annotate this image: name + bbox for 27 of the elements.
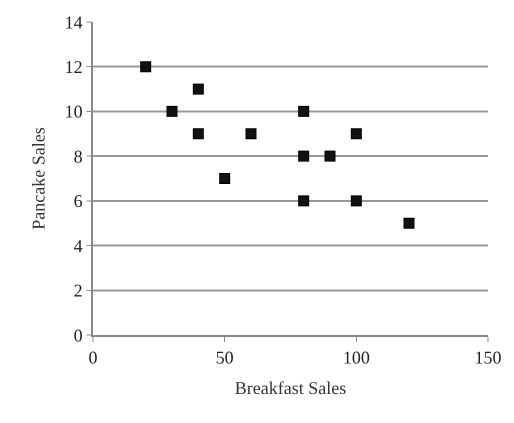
y-tick-label: 4 — [74, 236, 83, 256]
x-tick-label: 50 — [216, 347, 234, 368]
point — [166, 106, 178, 117]
point — [350, 128, 362, 140]
point — [219, 173, 230, 184]
point — [192, 84, 204, 95]
point — [298, 150, 310, 162]
y-tick-label: 0 — [74, 325, 83, 346]
x-tick-label: 150 — [474, 347, 502, 368]
point — [324, 150, 336, 162]
x-tick-label: 0 — [88, 347, 98, 368]
y-tick-label: 10 — [64, 102, 83, 122]
point — [298, 106, 310, 117]
point — [192, 128, 204, 140]
y-tick-label: 2 — [74, 280, 83, 301]
y-tick-label: 12 — [64, 57, 83, 78]
x-axis-title: Breakfast Sales — [234, 378, 346, 398]
y-tick-label: 8 — [74, 146, 83, 166]
x-tick-label: 100 — [342, 347, 370, 368]
point — [404, 218, 414, 229]
point — [350, 195, 362, 206]
point — [298, 195, 310, 206]
y-tick-label: 14 — [64, 12, 83, 32]
point — [246, 128, 256, 140]
y-axis-title: Pancake Sales — [28, 127, 48, 230]
y-tick-label: 6 — [74, 191, 83, 212]
point — [140, 61, 152, 72]
